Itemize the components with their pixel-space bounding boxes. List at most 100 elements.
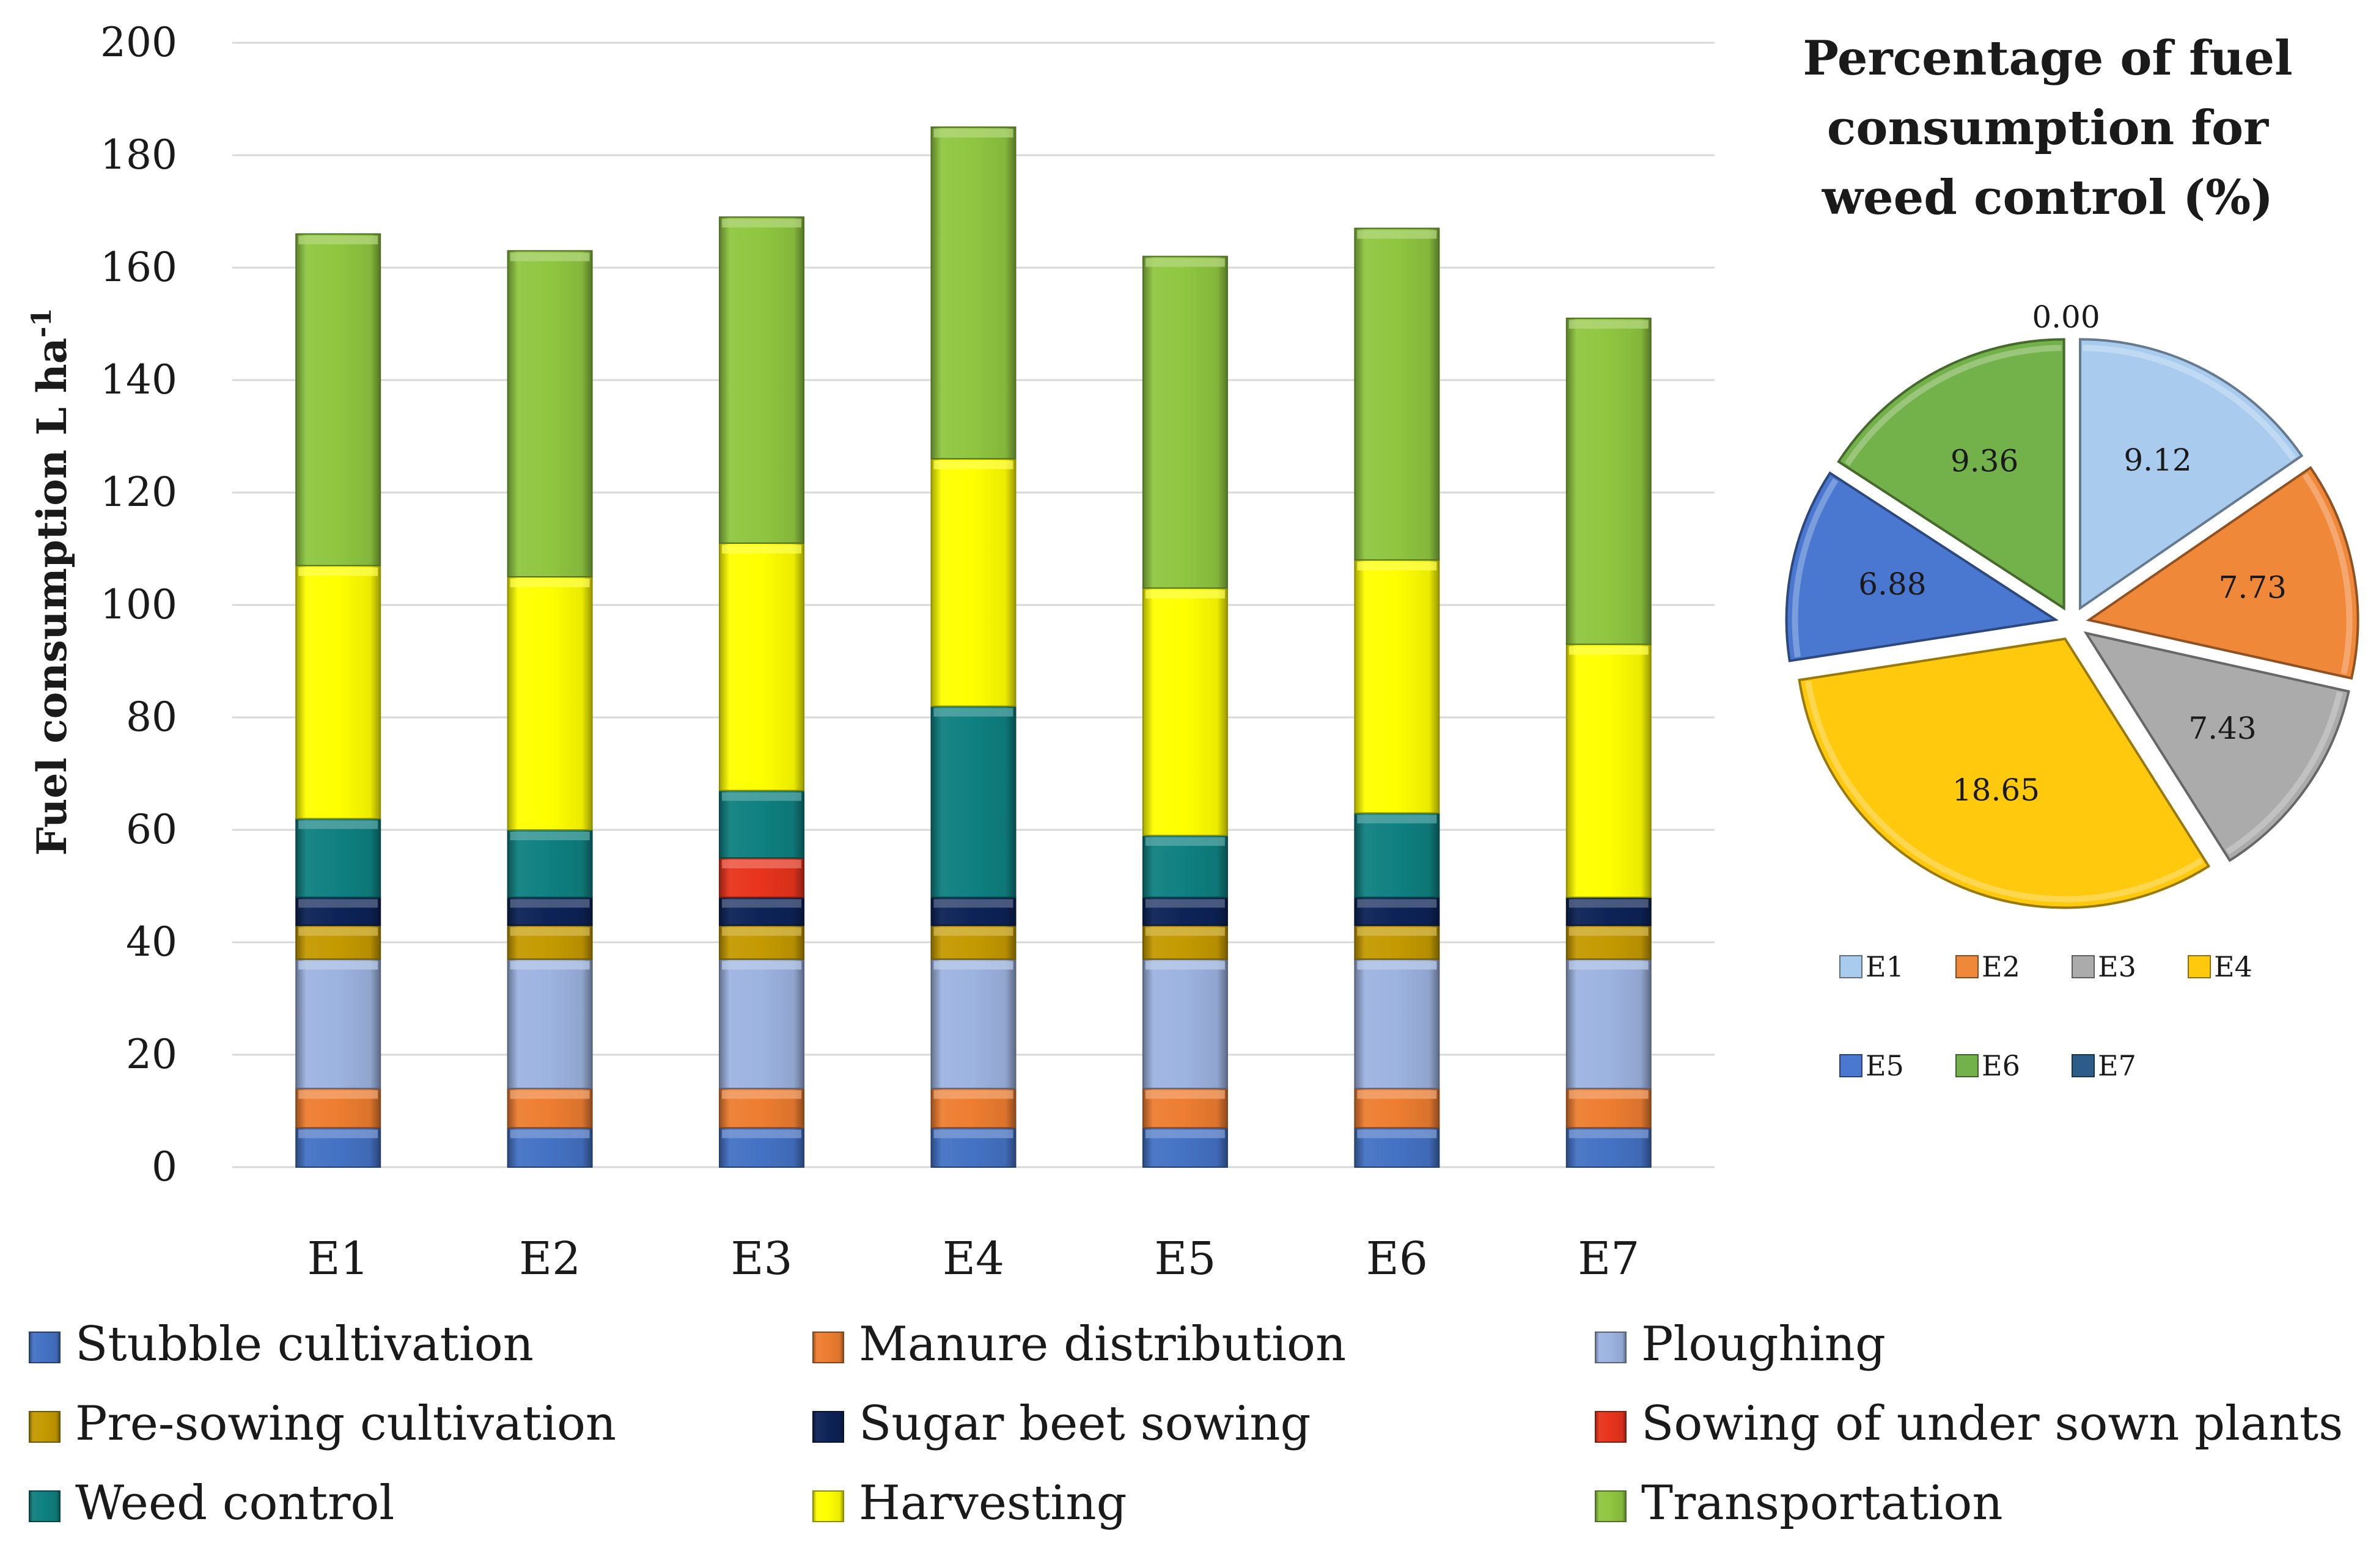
- y-tick-label: 160: [100, 244, 177, 291]
- pie-legend-label: E5: [1866, 1049, 1904, 1082]
- bar-x-categories: E1 E2 E3 E4 E5 E6 E7: [307, 1233, 1640, 1285]
- pie-slice-highlight: [2302, 473, 2353, 675]
- bar-segment-highlight: [933, 899, 1013, 908]
- bar-segment-highlight: [510, 832, 590, 840]
- x-category-label: E3: [731, 1233, 793, 1285]
- pie-title-line-3: weed control (%): [1822, 170, 2273, 225]
- pie-legend-item: E7: [2072, 1049, 2136, 1082]
- bar-segment-highlight: [722, 792, 802, 801]
- pie-slice: [2086, 466, 2359, 680]
- bar-segment-highlight: [298, 567, 378, 576]
- pie-legend-item: E4: [2188, 950, 2252, 983]
- pie-title-line-2: consumption for: [1827, 100, 2269, 156]
- bar-segment-highlight: [1357, 927, 1437, 936]
- bar-segment-highlight: [1145, 899, 1225, 908]
- bar-segment-highlight: [298, 899, 378, 908]
- y-tick-label: 60: [126, 806, 177, 853]
- bar-legend-swatch: [29, 1332, 61, 1363]
- bar-segment-highlight: [510, 961, 590, 970]
- bar-legend: Stubble cultivation Manure distribution Pl…: [29, 1317, 2343, 1531]
- pie-data-label: 0.00: [2032, 299, 2100, 335]
- pie-legend-swatch: [1955, 1054, 1979, 1077]
- y-tick-label: 200: [100, 19, 177, 66]
- bar-segment-highlight: [298, 235, 378, 244]
- bar-segment: [295, 233, 381, 566]
- bar-segment-highlight: [298, 1129, 378, 1138]
- bar-segment-highlight: [722, 544, 802, 554]
- bar-legend-item: Pre-sowing cultivation: [29, 1396, 616, 1451]
- y-tick-label: 140: [100, 356, 177, 403]
- bar-segment: [1354, 812, 1440, 898]
- pie-legend-item: E5: [1839, 1049, 1904, 1082]
- bar-legend-item: Sowing of under sown plants: [1595, 1396, 2343, 1451]
- bar-segment-highlight: [722, 961, 802, 970]
- bar-legend-swatch: [29, 1411, 61, 1443]
- bar-segment-highlight: [510, 927, 590, 936]
- bar-legend-item: Weed control: [29, 1476, 394, 1531]
- bar-segment: [295, 565, 381, 819]
- bar-segment: [719, 542, 805, 791]
- bar-segment-highlight: [722, 860, 802, 868]
- y-axis-title-text: Fuel consumption L ha: [28, 338, 76, 856]
- bar-segment: [1142, 587, 1228, 837]
- pie-legend-item: E2: [1955, 950, 2020, 983]
- bar-legend-swatch: [812, 1411, 844, 1443]
- pie-data-label: 9.12: [2123, 442, 2191, 478]
- bar-segment-highlight: [1568, 646, 1649, 655]
- bar-legend-label: Manure distribution: [859, 1317, 1346, 1372]
- bar-segment: [930, 458, 1017, 707]
- bar-legend-label: Ploughing: [1641, 1317, 1886, 1372]
- bar-segment-highlight: [1568, 927, 1649, 936]
- pie-title-line-1: Percentage of fuel: [1803, 31, 2292, 86]
- y-axis-title: Fuel consumption L ha-1: [26, 308, 76, 856]
- bar-segment-highlight: [1145, 590, 1225, 599]
- bar-segment: [1354, 958, 1440, 1090]
- bar-segment-highlight: [1568, 1090, 1649, 1099]
- bar-segment-highlight: [1145, 961, 1225, 970]
- bar-legend-swatch: [1595, 1411, 1627, 1443]
- x-category-label: E7: [1578, 1233, 1639, 1285]
- pie-slice-highlight: [2226, 691, 2343, 855]
- bar-segment-highlight: [933, 1129, 1013, 1138]
- bar-segment: [1142, 255, 1228, 589]
- bar-segment-highlight: [933, 1090, 1013, 1099]
- bar-legend-item: Ploughing: [1595, 1317, 1886, 1372]
- bar-segment: [719, 958, 805, 1090]
- bar-segment: [1354, 559, 1440, 814]
- pie-data-label: 7.43: [2188, 711, 2256, 746]
- bar-legend-item: Sugar beet sowing: [812, 1396, 1311, 1451]
- bar-segment: [507, 576, 593, 830]
- bar-legend-swatch: [1595, 1332, 1627, 1363]
- bar-segment-highlight: [510, 252, 590, 262]
- bar-segment: [507, 829, 593, 898]
- pie-data-label: 9.36: [1951, 444, 2018, 479]
- bar-legend-label: Sugar beet sowing: [859, 1396, 1311, 1451]
- pie-legend-swatch: [2072, 1054, 2095, 1077]
- bar-legend-label: Pre-sowing cultivation: [75, 1396, 616, 1451]
- x-category-label: E4: [943, 1233, 1004, 1285]
- bar-segment-highlight: [722, 899, 802, 908]
- bar-segment-highlight: [510, 899, 590, 908]
- bar-segment: [930, 958, 1017, 1090]
- bar-legend-swatch: [812, 1490, 844, 1522]
- bar-segment-highlight: [1357, 815, 1437, 824]
- bar-segment-highlight: [1145, 258, 1225, 267]
- bar-legend-item: Manure distribution: [812, 1317, 1346, 1372]
- x-category-label: E1: [307, 1233, 369, 1285]
- bar-segment: [1565, 958, 1652, 1090]
- bar-legend-swatch: [1595, 1490, 1627, 1522]
- pie-legend-label: E2: [1982, 950, 2020, 983]
- bar-segment-highlight: [1145, 1129, 1225, 1138]
- y-tick-label: 100: [100, 581, 177, 628]
- bar-stacks: [295, 126, 1652, 1168]
- pie-data-label: 6.88: [1858, 566, 1926, 602]
- bar-segment-highlight: [1568, 961, 1649, 970]
- bar-segment: [295, 818, 381, 898]
- bar-legend-item: Harvesting: [812, 1476, 1127, 1531]
- bar-legend-swatch: [812, 1332, 844, 1363]
- bar-segment-highlight: [933, 708, 1013, 717]
- pie-slice: [1785, 471, 2059, 662]
- bar-segment-highlight: [722, 219, 802, 228]
- bar-segment-highlight: [1145, 1090, 1225, 1099]
